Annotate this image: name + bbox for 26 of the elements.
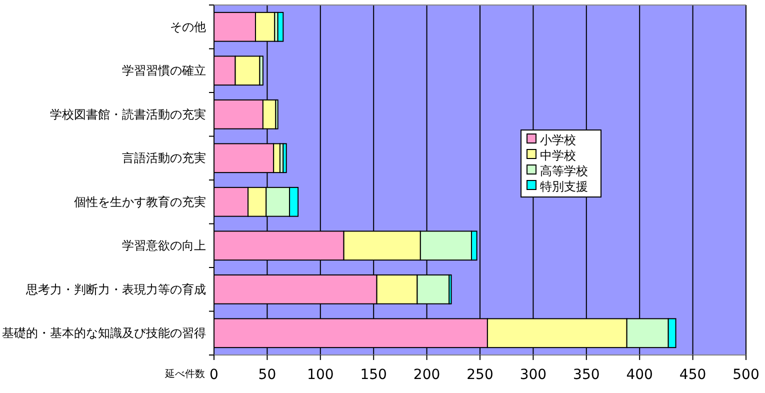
- x-tick-label: 300: [520, 367, 547, 383]
- x-tick-label: 150: [360, 367, 387, 383]
- bar: [282, 143, 287, 174]
- y-tick-label: その他: [170, 20, 206, 34]
- x-tick-label: 200: [413, 367, 440, 383]
- x-tick-label: 50: [258, 367, 276, 383]
- legend-label: 小学校: [540, 133, 576, 147]
- y-tick-label: 思考力・判断力・表現力等の育成: [25, 282, 206, 296]
- x-axis-title: 延べ件数: [164, 368, 205, 380]
- x-tick-label: 0: [210, 367, 218, 383]
- x-tick-label: 100: [307, 367, 334, 383]
- x-tick-label: 500: [732, 367, 760, 383]
- legend-label: 中学校: [540, 148, 576, 162]
- legend-label: 特別支援: [540, 180, 588, 194]
- y-tick-label: 学習意欲の向上: [122, 238, 206, 253]
- x-tick-label: 250: [466, 367, 494, 383]
- bar: [277, 12, 284, 42]
- y-tick-label: 学習習慣の確立: [122, 64, 206, 78]
- x-tick-label: 350: [573, 367, 600, 383]
- x-tick-label: 450: [679, 367, 706, 383]
- x-tick-label: 400: [626, 367, 653, 383]
- legend-label: 高等学校: [540, 164, 588, 178]
- y-tick-label: 学校図書館・読書活動の充実: [50, 107, 206, 122]
- y-tick-label: 基礎的・基本的な知識及び技能の習得: [2, 326, 206, 340]
- y-tick-label: 言語活動の充実: [122, 151, 206, 166]
- y-tick-label: 個性を生かす教育の充実: [74, 194, 206, 209]
